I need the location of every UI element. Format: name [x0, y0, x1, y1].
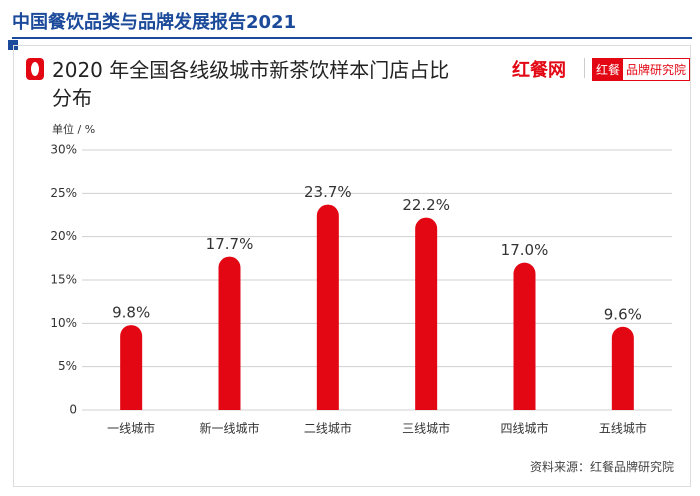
- card: [13, 45, 691, 487]
- bar: [316, 204, 339, 410]
- y-tick-label: 5%: [58, 359, 77, 373]
- bar: [120, 325, 143, 410]
- bar: [513, 262, 536, 410]
- report-title: 中国餐饮品类与品牌发展报告2021: [12, 12, 297, 33]
- title-icon: [26, 58, 44, 80]
- value-label: 22.2%: [402, 196, 450, 214]
- y-axis-label: 单位 / %: [52, 123, 96, 136]
- value-label: 17.7%: [206, 235, 254, 253]
- value-label: 23.7%: [304, 183, 352, 201]
- source: 资料来源：红餐品牌研究院: [530, 460, 675, 474]
- value-label: 9.8%: [112, 304, 150, 322]
- y-tick-label: 25%: [50, 186, 77, 200]
- y-tick-label: 15%: [50, 273, 77, 287]
- y-tick-label: 0: [69, 403, 77, 417]
- logo-divider: [584, 58, 585, 78]
- value-label: 17.0%: [501, 241, 549, 259]
- x-tick-label: 一线城市: [107, 421, 155, 436]
- y-tick-label: 10%: [50, 316, 77, 330]
- chart-title: 2020 年全国各线级城市新茶饮样本门店占比分布: [52, 58, 450, 110]
- brand-logo: 红餐网: [512, 60, 566, 81]
- value-label: 9.6%: [604, 305, 642, 323]
- x-tick-label: 二线城市: [304, 421, 352, 436]
- x-tick-label: 新一线城市: [199, 421, 259, 436]
- badge-logo: 红餐 品牌研究院: [592, 58, 691, 81]
- header-rule: [12, 37, 692, 39]
- x-tick-label: 三线城市: [402, 421, 450, 436]
- y-tick-label: 20%: [50, 229, 77, 243]
- y-tick-label: 30%: [50, 143, 77, 157]
- x-tick-label: 五线城市: [599, 421, 647, 436]
- badge-b: 品牌研究院: [626, 63, 687, 77]
- bar: [415, 217, 438, 410]
- badge-a: 红餐: [593, 59, 624, 80]
- x-tick-label: 四线城市: [500, 421, 548, 436]
- bar: [611, 326, 634, 410]
- bar: [218, 256, 241, 410]
